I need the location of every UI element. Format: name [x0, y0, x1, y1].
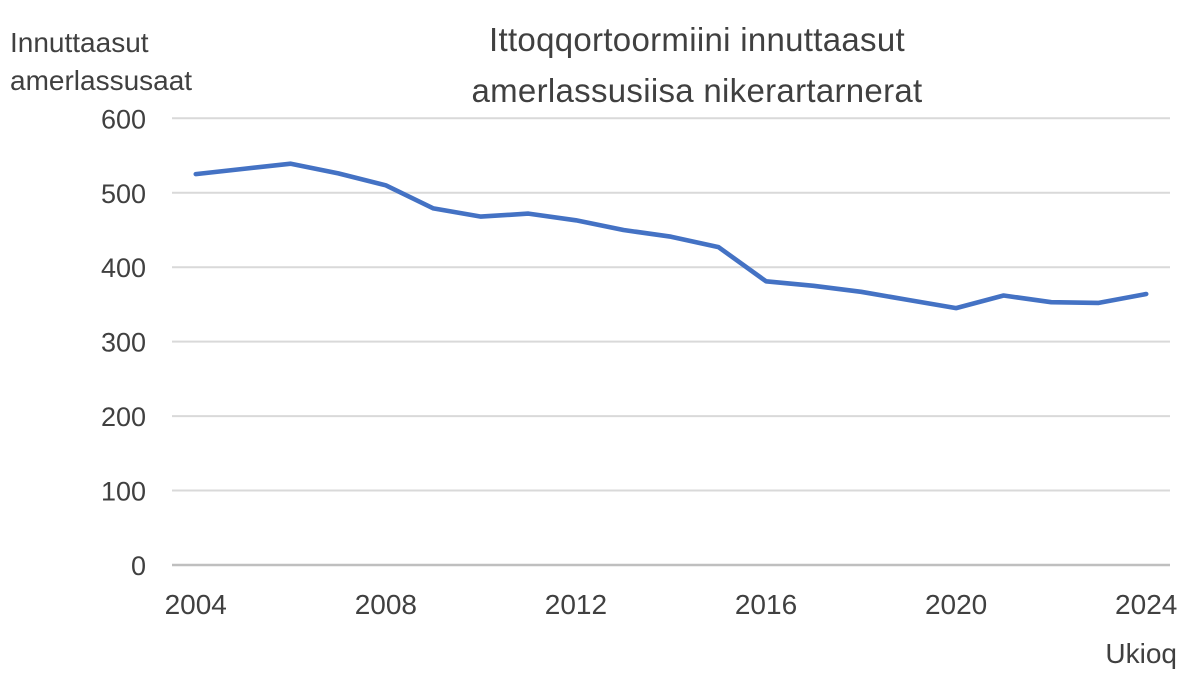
x-tick-label: 2016: [735, 589, 797, 620]
chart-title-line1: Ittoqqortoormiini innuttaasut: [489, 21, 905, 58]
x-tick-label: 2020: [925, 589, 987, 620]
y-tick-label: 500: [101, 179, 146, 209]
x-tick-label: 2024: [1115, 589, 1177, 620]
y-tick-label: 400: [101, 253, 146, 283]
y-tick-label: 100: [101, 477, 146, 507]
y-axis-title-line1: Innuttaasut: [10, 27, 149, 58]
x-tick-label: 2012: [545, 589, 607, 620]
y-tick-label: 0: [131, 551, 146, 581]
y-tick-label: 600: [101, 104, 146, 134]
x-tick-label: 2008: [355, 589, 417, 620]
chart-title: Ittoqqortoormiini innuttaasut amerlassus…: [197, 14, 1197, 116]
y-axis-title: Innuttaasut amerlassusaat: [10, 24, 192, 100]
x-tick-label: 2004: [165, 589, 227, 620]
population-series-line: [193, 161, 1149, 311]
x-axis-title: Ukioq: [1105, 638, 1177, 669]
y-tick-label: 300: [101, 328, 146, 358]
chart-title-line2: amerlassusiisa nikerartarnerat: [471, 72, 923, 109]
y-axis-title-line2: amerlassusaat: [10, 65, 193, 96]
y-tick-label: 200: [101, 402, 146, 432]
